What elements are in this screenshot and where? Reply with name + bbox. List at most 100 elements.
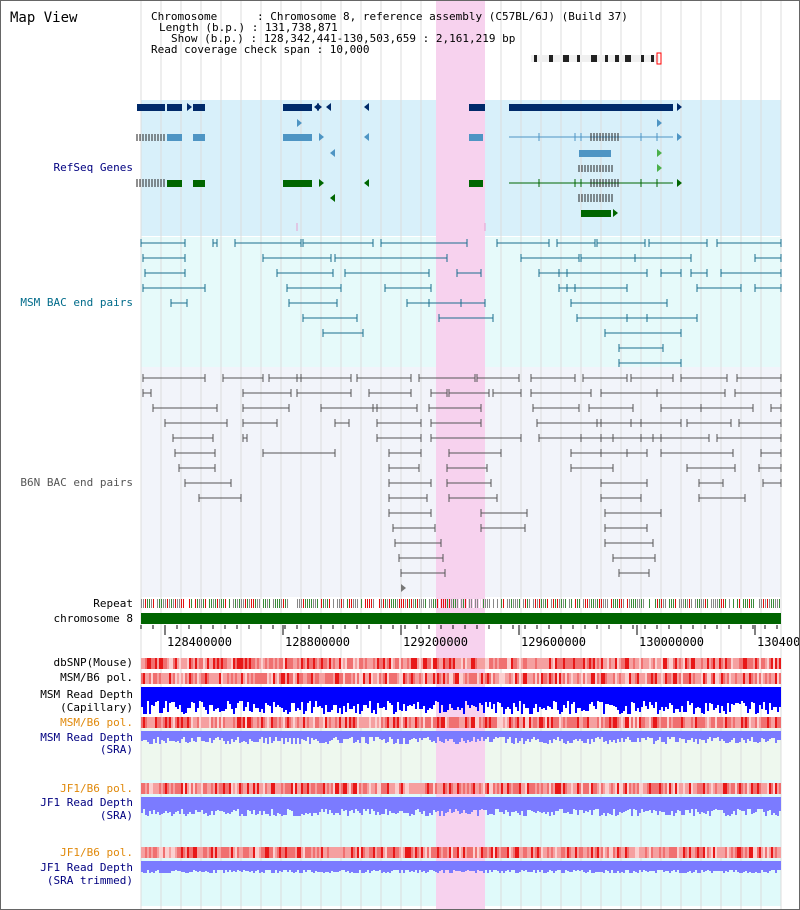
msm-read-depth-sra-bar: [317, 731, 319, 741]
track-label-jf1-read-depth-trim[interactable]: JF1 Read Depth: [40, 861, 133, 874]
jf1-b6-pol-strip: [151, 783, 153, 794]
msm-b6-pol-strip: [173, 717, 175, 728]
msm-read-depth-sra-bar: [581, 731, 583, 741]
repeat-feature: [707, 599, 708, 608]
track-label-repeat[interactable]: Repeat: [93, 597, 133, 610]
repeat-feature: [557, 599, 558, 608]
dbsnp-strip: [701, 658, 703, 669]
msm-b6-pol-strip: [555, 673, 557, 684]
jf1-b6-pol-strip: [299, 783, 301, 794]
msm-b6-pol-strip: [305, 673, 307, 684]
msm-read-depth-sra-bar: [199, 731, 201, 737]
track-label-jf1-read-depth-sra[interactable]: JF1 Read Depth: [40, 796, 133, 809]
msm-read-depth-cap-bar: [631, 687, 633, 702]
dbsnp-strip: [511, 658, 513, 669]
msm-b6-pol-strip: [317, 717, 319, 728]
msm-read-depth-cap-bar: [343, 687, 345, 706]
jf1-read-depth-trim-bar: [363, 861, 365, 873]
msm-read-depth-sra-bar: [247, 731, 249, 744]
dbsnp-strip: [759, 658, 761, 669]
dbsnp-strip: [211, 658, 213, 669]
jf1-read-depth-sra-bar: [393, 797, 395, 813]
jf1-b6-pol-strip: [469, 847, 471, 858]
msm-b6-pol-strip: [577, 717, 579, 728]
dbsnp-strip: [691, 658, 693, 669]
jf1-read-depth-trim-bar: [221, 861, 223, 870]
msm-b6-pol-strip: [737, 673, 739, 684]
jf1-b6-pol-strip: [323, 783, 325, 794]
jf1-read-depth-trim-bar: [201, 861, 203, 872]
msm-b6-pol-strip: [759, 717, 761, 728]
jf1-b6-pol-strip: [701, 783, 703, 794]
dbsnp-strip: [145, 658, 147, 669]
track-label-jf1-b6-pol-2[interactable]: JF1/B6 pol.: [60, 846, 133, 859]
msm-b6-pol-strip: [609, 717, 611, 728]
jf1-read-depth-sra-bar: [225, 797, 227, 814]
jf1-b6-pol-strip: [415, 783, 417, 794]
msm-b6-pol-strip: [157, 717, 159, 728]
msm-read-depth-cap-bar: [465, 687, 467, 701]
msm-read-depth-cap-bar: [279, 687, 281, 707]
track-label-jf1-b6-pol[interactable]: JF1/B6 pol.: [60, 782, 133, 795]
repeat-feature: [585, 599, 586, 608]
repeat-feature: [749, 599, 750, 608]
dbsnp-strip: [257, 658, 259, 669]
jf1-b6-pol-strip: [177, 847, 179, 858]
msm-read-depth-sra-bar: [683, 731, 685, 739]
jf1-read-depth-trim-bar: [357, 861, 359, 873]
jf1-b6-pol-strip: [401, 847, 403, 858]
jf1-read-depth-sra-bar: [467, 797, 469, 814]
jf1-read-depth-trim-bar: [185, 861, 187, 873]
msm-read-depth-sra-bar: [323, 731, 325, 743]
msm-read-depth-sra-bar: [511, 731, 513, 743]
msm-read-depth-sra-bar: [299, 731, 301, 744]
msm-b6-pol-strip: [521, 673, 523, 684]
repeat-feature: [777, 599, 778, 608]
ideogram-band: [641, 55, 644, 62]
msm-b6-pol-strip: [147, 717, 149, 728]
jf1-read-depth-trim-bar: [755, 861, 757, 872]
track-label-chromosome[interactable]: chromosome 8: [53, 612, 133, 625]
jf1-read-depth-sra-bar: [417, 797, 419, 809]
msm-read-depth-cap-bar: [659, 687, 661, 710]
jf1-b6-pol-strip: [687, 783, 689, 794]
jf1-read-depth-trim-bar: [485, 861, 487, 870]
jf1-b6-pol-strip: [703, 783, 705, 794]
repeat-feature: [555, 599, 556, 608]
msm-read-depth-cap-bar: [747, 687, 749, 713]
track-label-msm-bac[interactable]: MSM BAC end pairs: [20, 296, 133, 309]
track-label-msm-b6-pol-2[interactable]: MSM/B6 pol.: [60, 716, 133, 729]
msm-read-depth-sra-bar: [617, 731, 619, 739]
dbsnp-strip: [333, 658, 335, 669]
jf1-b6-pol-strip: [205, 783, 207, 794]
jf1-read-depth-trim-bar: [771, 861, 773, 870]
track-label-msm-read-depth-sra[interactable]: MSM Read Depth: [40, 731, 133, 744]
jf1-b6-pol-strip: [351, 783, 353, 794]
track-label-b6n-bac[interactable]: B6N BAC end pairs: [20, 476, 133, 489]
msm-read-depth-cap-bar: [749, 687, 751, 709]
repeat-feature: [747, 599, 748, 608]
dbsnp-strip: [431, 658, 433, 669]
track-label-dbsnp[interactable]: dbSNP(Mouse): [53, 656, 133, 669]
jf1-read-depth-trim-bar: [587, 861, 589, 872]
msm-b6-pol-strip: [281, 717, 283, 728]
jf1-b6-pol-strip: [371, 847, 373, 858]
track-label-msm-read-depth-cap[interactable]: MSM Read Depth: [40, 688, 133, 701]
track-label-msm-b6-pol[interactable]: MSM/B6 pol.: [60, 671, 133, 684]
track-label-refseq-genes[interactable]: RefSeq Genes: [53, 161, 133, 174]
repeat-feature: [621, 599, 622, 608]
jf1-read-depth-sra-bar: [701, 797, 703, 812]
jf1-b6-pol-strip: [309, 783, 311, 794]
jf1-read-depth-sra-bar: [509, 797, 511, 816]
msm-read-depth-sra-bar: [727, 731, 729, 743]
jf1-b6-pol-strip: [273, 847, 275, 858]
jf1-b6-pol-strip: [477, 847, 479, 858]
repeat-feature: [393, 599, 394, 608]
jf1-b6-pol-strip: [143, 847, 145, 858]
msm-read-depth-cap-bar: [311, 687, 313, 713]
msm-b6-pol-strip: [769, 717, 771, 728]
msm-b6-pol-strip: [645, 717, 647, 728]
jf1-b6-pol-strip: [773, 847, 775, 858]
dbsnp-strip: [197, 658, 199, 669]
